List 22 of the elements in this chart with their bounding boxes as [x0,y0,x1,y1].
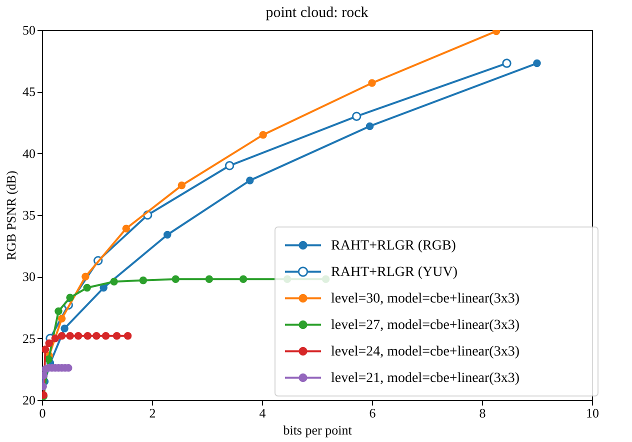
x-tick-label: 2 [149,406,156,420]
legend-label: level=30, model=cbe+linear(3x3) [331,291,520,306]
y-tick-label: 20 [22,392,36,408]
x-tick-label: 0 [39,406,46,420]
x-tick-label: 6 [369,406,376,420]
y-tick-label: 50 [22,22,36,38]
legend-label: RAHT+RLGR (RGB) [331,238,456,254]
legend-label: RAHT+RLGR (YUV) [331,264,458,280]
y-tick-label: 30 [22,269,36,284]
x-tick-label: 4 [259,406,266,420]
legend-label: level=27, model=cbe+linear(3x3) [331,318,520,333]
y-tick-label: 40 [22,146,36,161]
chart-title: point cloud: rock [266,5,369,21]
legend-label: level=24, model=cbe+linear(3x3) [331,344,520,360]
x-tick-label: 10 [586,406,599,420]
y-tick-label: 35 [22,208,36,222]
y-axis-title: RGB PSNR (dB) [4,170,18,260]
y-tick-label: 45 [22,84,36,100]
x-axis-title: bits per point [283,422,352,438]
y-tick-label: 25 [22,330,36,346]
x-tick-label: 8 [479,406,486,420]
legend-label: level=21, model=cbe+linear(3x3) [331,370,520,386]
